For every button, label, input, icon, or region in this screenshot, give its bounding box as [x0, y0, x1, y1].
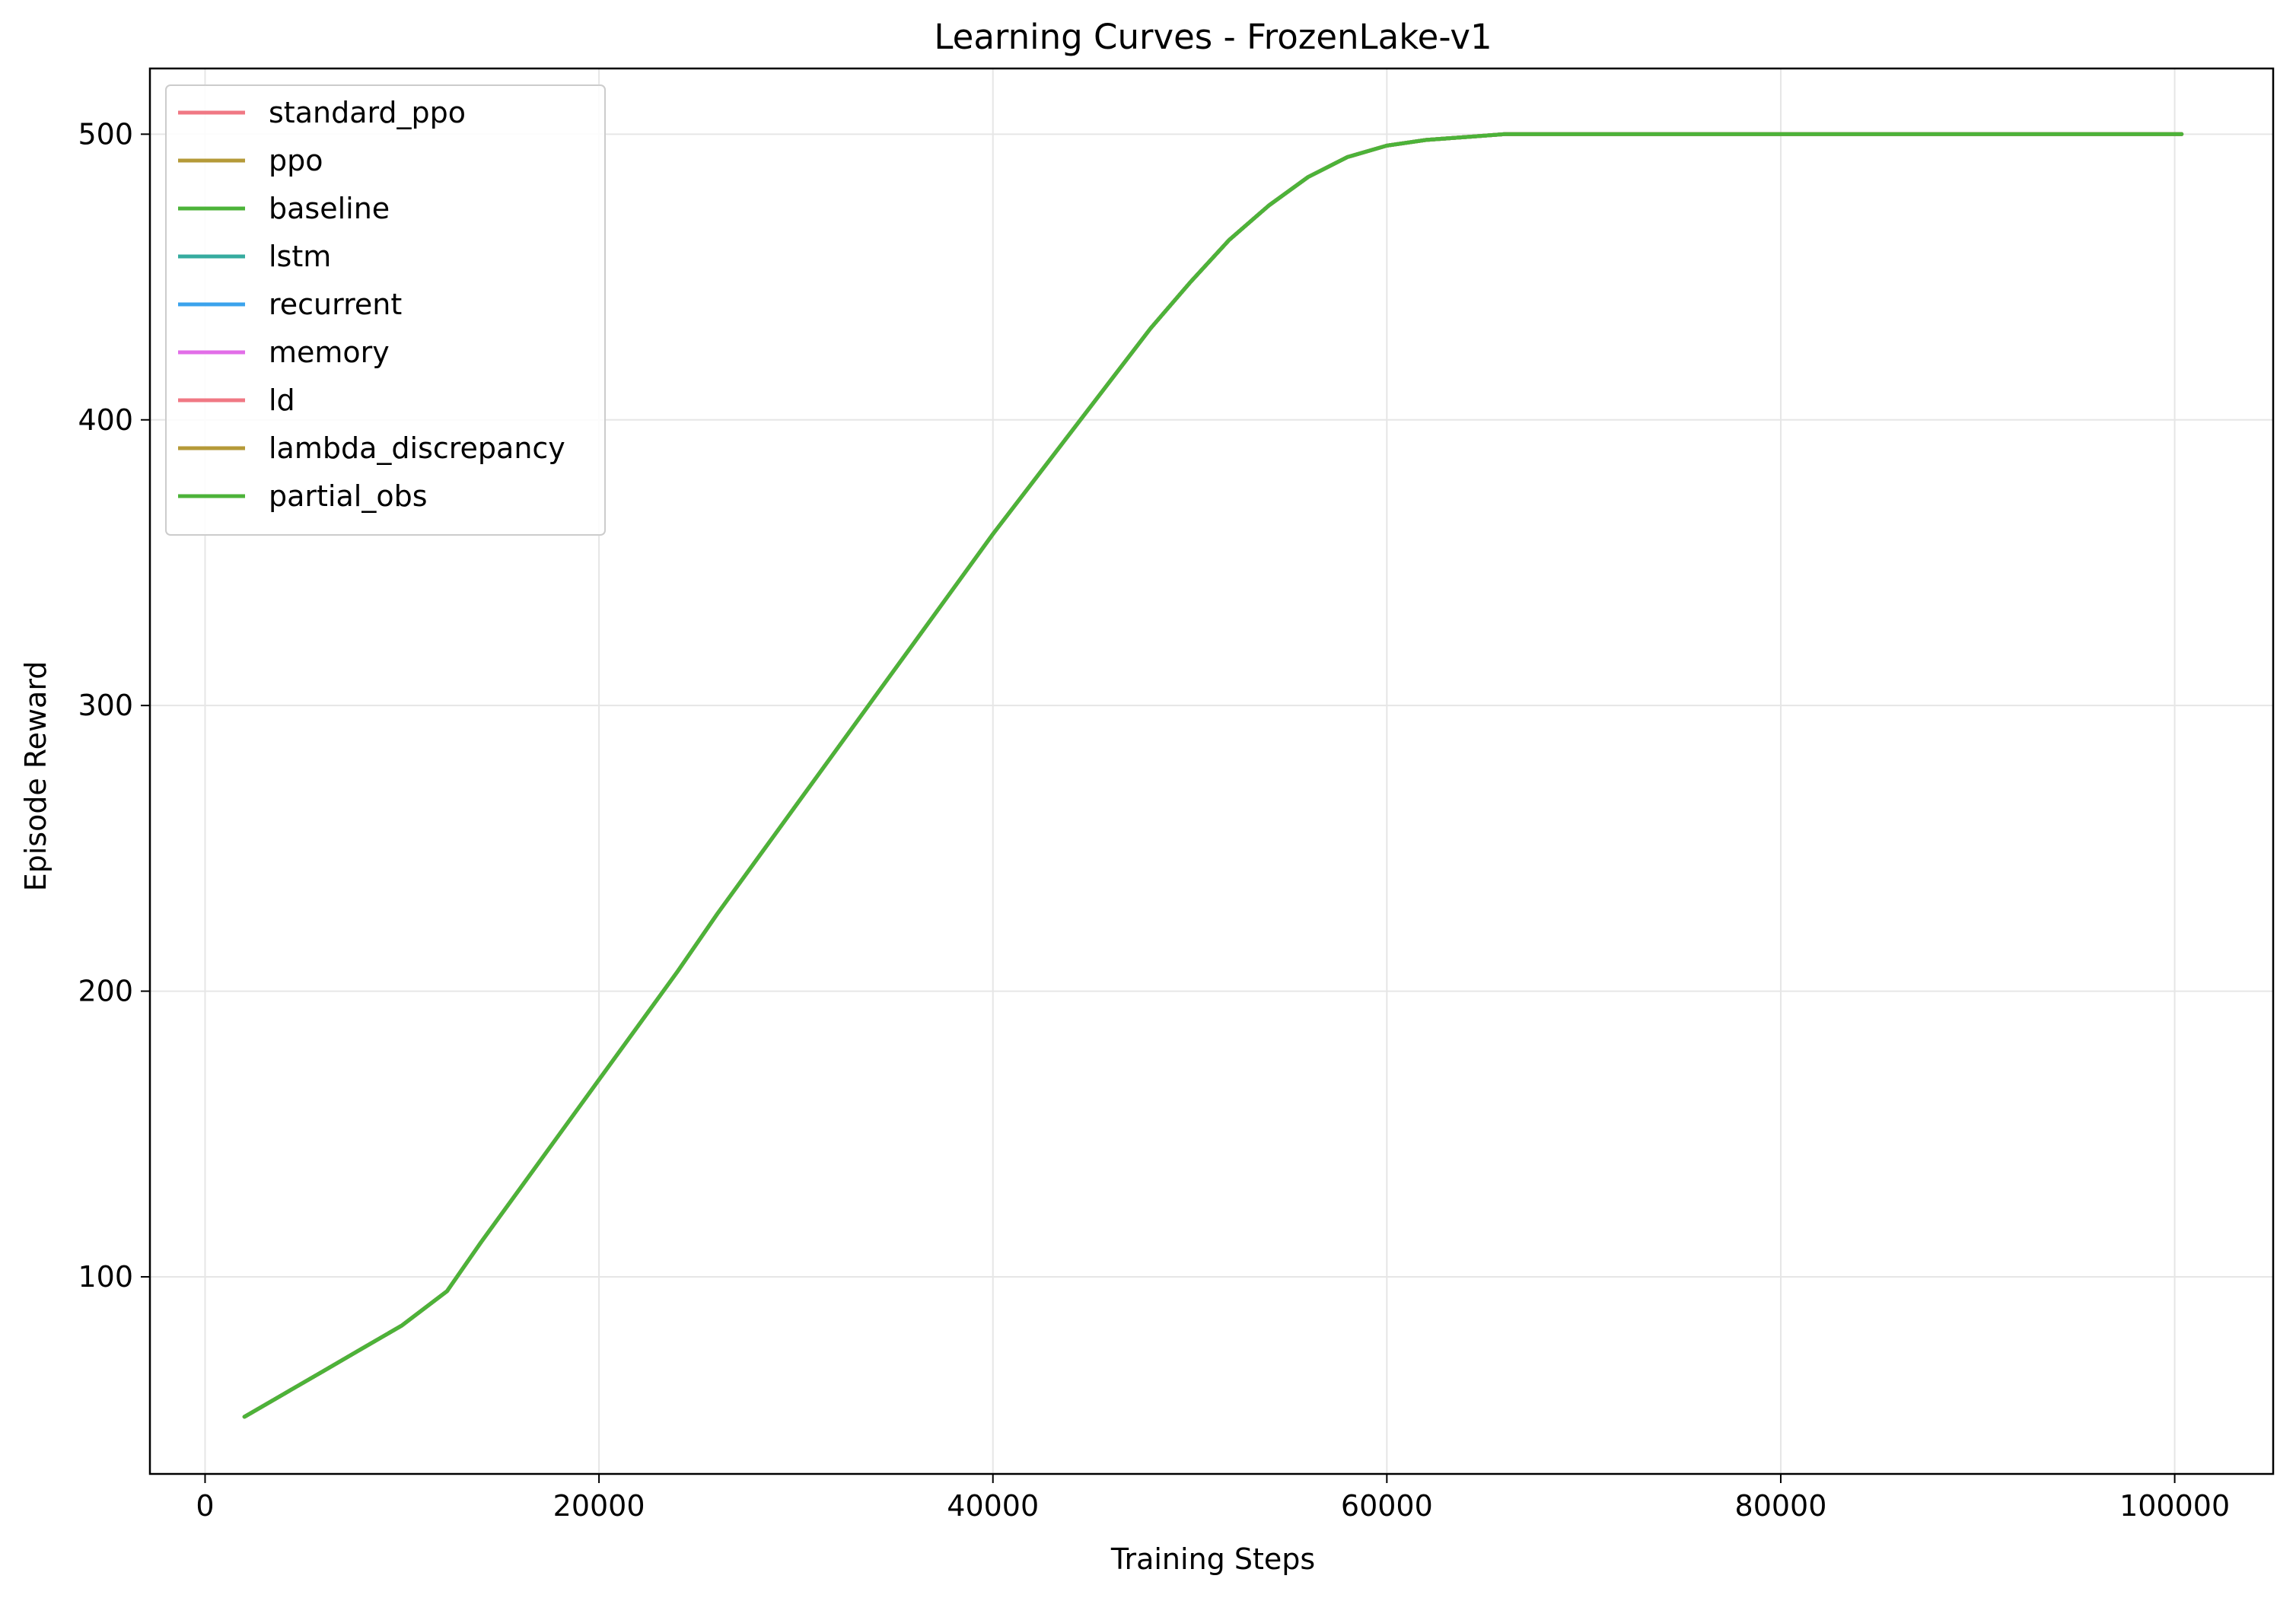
- legend-label: partial_obs: [269, 479, 428, 513]
- chart-title: Learning Curves - FrozenLake-v1: [934, 17, 1492, 57]
- x-tick-label: 20000: [553, 1489, 645, 1523]
- plot-frame: [148, 67, 2275, 1475]
- legend-label: lstm: [269, 240, 331, 273]
- legend-label: baseline: [269, 192, 390, 225]
- x-tick-label: 0: [196, 1489, 214, 1523]
- legend-label: recurrent: [269, 288, 402, 321]
- series-layer: [242, 132, 2184, 1419]
- y-tick-label: 400: [78, 403, 133, 437]
- tick-layer: 0 20000 40000 60000 80000 100000 100 200 300 400 5…: [78, 117, 2230, 1523]
- x-axis-label: Training Steps: [1110, 1542, 1315, 1576]
- y-tick-label: 100: [78, 1260, 133, 1294]
- x-tick-label: 100000: [2119, 1489, 2230, 1523]
- y-tick-label: 300: [78, 689, 133, 722]
- y-tick-label: 200: [78, 975, 133, 1008]
- legend-box: [165, 84, 606, 536]
- legend-label: standard_ppo: [269, 96, 466, 129]
- x-tick-label: 60000: [1341, 1489, 1433, 1523]
- series-line-partial-obs: [242, 132, 2184, 1419]
- legend-label: ld: [269, 384, 295, 417]
- x-tick-label: 40000: [947, 1489, 1039, 1523]
- legend-label: lambda_discrepancy: [269, 431, 565, 465]
- legend-label: ppo: [269, 144, 323, 177]
- y-axis-label: Episode Reward: [19, 661, 53, 892]
- legend-label: memory: [269, 336, 390, 369]
- y-tick-label: 500: [78, 117, 133, 151]
- x-tick-label: 80000: [1735, 1489, 1827, 1523]
